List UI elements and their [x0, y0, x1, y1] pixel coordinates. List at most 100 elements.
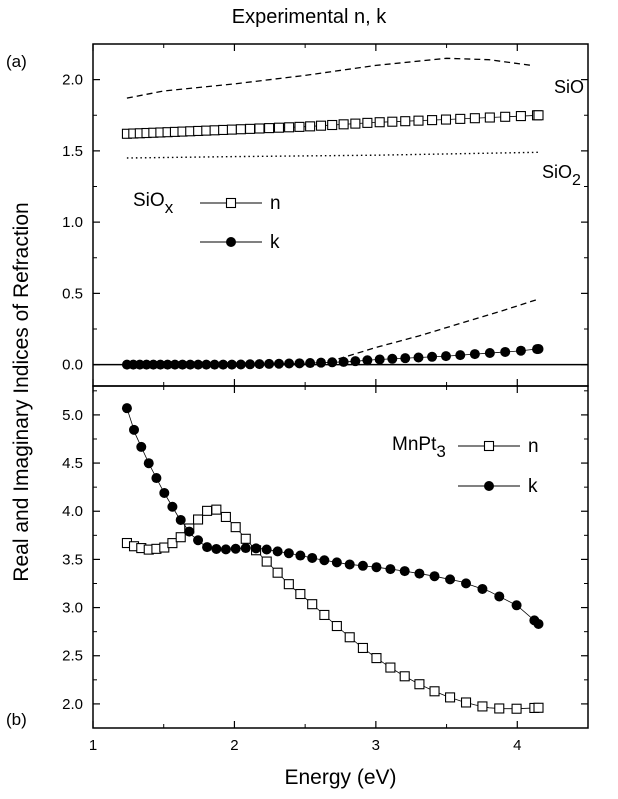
y-tick-label: 0.5 — [62, 285, 83, 302]
data-point-k — [230, 543, 241, 554]
data-point-k — [129, 424, 140, 435]
data-point-n — [175, 532, 186, 543]
data-point-n — [261, 556, 272, 567]
data-point-k — [307, 552, 318, 563]
legend-label-k: k — [528, 476, 538, 497]
panel-a: 0.0 0.5 1.0 1.5 2.0 SiOx nk SiO SiO2 — [62, 43, 589, 387]
data-point-k — [175, 514, 186, 525]
data-point-k — [272, 546, 283, 557]
data-point-n — [511, 703, 522, 714]
data-point-n — [362, 117, 373, 128]
data-point-k — [193, 359, 204, 370]
reference-curve-dashed — [126, 57, 532, 99]
x-tick-label: 1 — [89, 737, 97, 754]
data-point-n — [500, 111, 511, 122]
legend-label-k: k — [270, 232, 280, 253]
data-point-n — [201, 125, 212, 136]
data-point-n — [167, 538, 178, 549]
data-point-n — [244, 123, 256, 134]
y-tick-label: 0.0 — [62, 357, 83, 374]
data-point-n — [469, 113, 480, 124]
data-point-n — [283, 579, 294, 590]
legend-group-label: SiOx — [133, 190, 174, 217]
data-point-k — [245, 359, 256, 370]
data-point-k — [273, 358, 284, 369]
data-point-n — [327, 119, 338, 131]
y-tick-label: 2.0 — [62, 72, 83, 89]
y-tick-label: 4.5 — [62, 455, 83, 472]
data-point-k — [344, 559, 355, 570]
data-point-k — [251, 543, 262, 554]
data-point-n — [235, 124, 246, 135]
data-point-k — [399, 566, 410, 577]
data-point-k — [374, 354, 385, 365]
data-point-k — [362, 355, 373, 366]
data-point-k — [121, 403, 132, 414]
data-point-n — [344, 632, 355, 643]
data-point-k — [162, 359, 173, 370]
data-point-n — [350, 118, 361, 129]
legend-marker-n — [483, 440, 495, 452]
data-point-k — [440, 351, 451, 362]
y-tick-label: 1.0 — [62, 214, 83, 231]
x-tick-label: 2 — [230, 737, 238, 754]
data-point-k — [294, 358, 305, 369]
data-point-n — [371, 653, 382, 664]
data-point-n — [295, 588, 306, 600]
data-point-n — [284, 122, 295, 133]
data-point-n — [294, 121, 305, 132]
y-tick-label: 3.5 — [62, 551, 83, 568]
data-point-k — [169, 359, 180, 370]
data-point-k — [445, 574, 456, 585]
data-point-n — [230, 522, 241, 533]
data-point-k — [469, 349, 480, 360]
data-point-k — [167, 501, 178, 512]
data-point-k — [209, 359, 220, 370]
data-point-n — [254, 123, 265, 134]
panel-b: 1 2 3 4 2.0 2.5 3.0 3.5 4.0 4.5 5.0 MnPt3 nk — [62, 385, 589, 754]
data-point-n — [484, 112, 495, 123]
data-point-k — [305, 358, 316, 369]
data-point-k — [515, 345, 526, 356]
data-point-k — [500, 346, 511, 357]
data-point-n — [413, 115, 424, 126]
reference-label-sio2: SiO2 — [542, 162, 581, 189]
data-point-k — [184, 526, 195, 537]
data-point-k — [151, 473, 162, 484]
data-point-k — [193, 535, 204, 546]
series-line-n — [126, 507, 539, 710]
data-point-n — [387, 116, 398, 127]
data-point-k — [283, 548, 294, 559]
y-tick-label: 4.0 — [62, 503, 83, 520]
data-point-n — [305, 121, 316, 132]
data-point-k — [533, 618, 544, 629]
data-point-n — [211, 504, 222, 515]
data-point-n — [273, 122, 285, 133]
data-point-n — [455, 113, 466, 124]
data-point-k — [338, 356, 349, 367]
data-point-n — [429, 686, 440, 697]
reference-label-sio: SiO — [554, 77, 584, 97]
data-point-k — [400, 353, 411, 364]
panel-a-label: (a) — [6, 52, 27, 71]
y-tick-label: 3.0 — [62, 600, 83, 617]
y-tick-label: 1.5 — [62, 143, 83, 160]
data-point-n — [400, 116, 411, 127]
data-point-k — [141, 359, 152, 370]
data-point-n — [494, 703, 505, 714]
data-point-k — [455, 350, 466, 361]
data-point-n — [220, 511, 231, 523]
y-tick-label: 5.0 — [62, 407, 83, 424]
data-point-k — [385, 564, 396, 575]
legend-label-n: n — [528, 436, 539, 457]
data-point-k — [429, 571, 440, 582]
data-point-k — [148, 359, 159, 370]
data-point-k — [533, 343, 544, 354]
data-point-k — [220, 544, 231, 555]
data-point-k — [143, 458, 154, 469]
data-point-k — [477, 583, 488, 594]
x-tick-label: 3 — [372, 737, 380, 754]
data-point-n — [331, 620, 342, 632]
data-point-k — [319, 555, 330, 566]
x-axis-label: Energy (eV) — [284, 766, 397, 789]
